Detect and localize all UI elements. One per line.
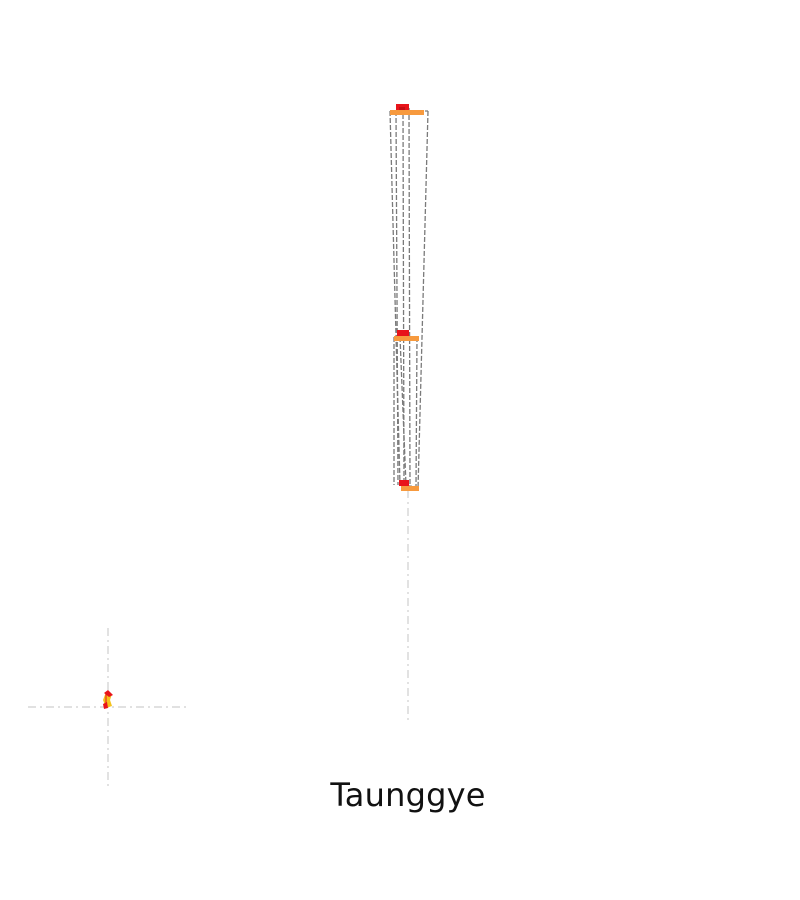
middle-floor-marker	[394, 330, 419, 341]
tower-frame	[389, 106, 429, 490]
footprint-marker	[103, 690, 113, 709]
top-floor-marker	[390, 104, 424, 115]
base-floor-marker	[399, 480, 419, 491]
city-name-label: Taunggye	[330, 776, 486, 814]
